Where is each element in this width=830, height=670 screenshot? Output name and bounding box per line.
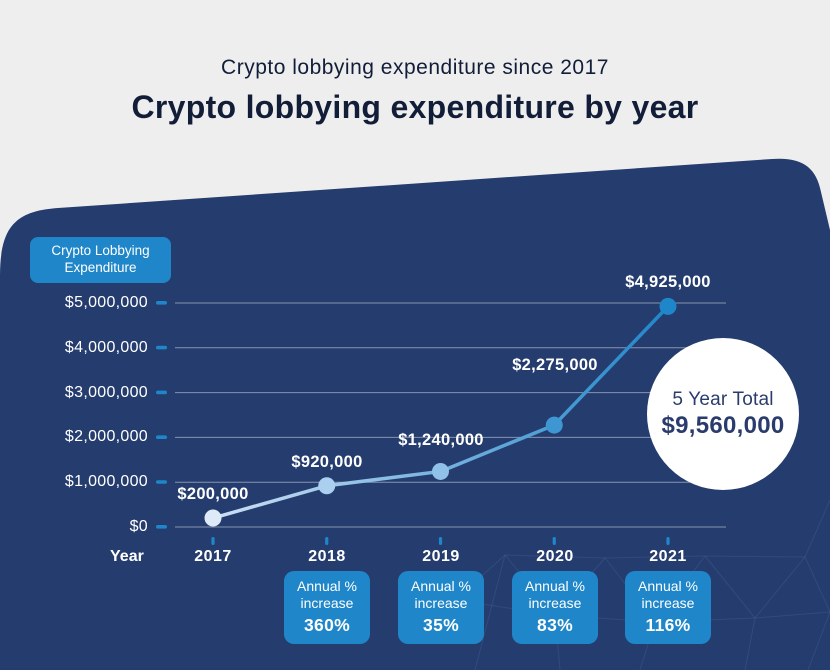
data-value-label: $1,240,000: [398, 431, 484, 449]
y-axis-label: $1,000,000: [64, 473, 148, 490]
total-callout: 5 Year Total $9,560,000: [647, 338, 799, 490]
data-point: [318, 477, 336, 495]
annual-increase-badge-2019: Annual % increase 35%: [398, 571, 484, 644]
x-tick: [325, 537, 329, 545]
badge-text: increase: [414, 594, 468, 611]
x-axis-title: Year: [110, 548, 144, 565]
badge-text: increase: [528, 594, 582, 611]
badge-text: increase: [300, 594, 354, 611]
legend-label-line1: Crypto Lobbying: [51, 243, 150, 258]
total-label: 5 Year Total: [672, 388, 774, 410]
badge-text: Annual %: [297, 578, 357, 594]
x-tick: [552, 537, 556, 545]
data-point: [432, 462, 449, 480]
x-tick: [211, 537, 215, 545]
badge-text: Annual %: [525, 578, 585, 594]
x-axis-label: 2019: [422, 548, 460, 565]
y-tick: [156, 525, 167, 529]
page-title: Crypto lobbying expenditure by year: [131, 89, 699, 125]
y-axis-label: $5,000,000: [64, 294, 148, 311]
data-value-label: $200,000: [177, 485, 249, 503]
y-tick: [156, 435, 167, 439]
data-value-label: $920,000: [291, 453, 363, 471]
x-tick: [666, 537, 670, 545]
badge-value: 35%: [423, 614, 459, 635]
y-tick: [156, 480, 167, 484]
badge-text: Annual %: [411, 578, 471, 594]
x-tick: [438, 537, 443, 545]
page-subtitle: Crypto lobbying expenditure since 2017: [221, 56, 609, 79]
x-axis-label: 2020: [536, 548, 574, 565]
badge-value: 360%: [304, 614, 350, 635]
data-value-label: $2,275,000: [512, 356, 598, 374]
y-tick: [156, 345, 167, 350]
x-axis-label: 2018: [308, 548, 346, 565]
badge-text: increase: [641, 594, 695, 611]
legend-badge: Crypto Lobbying Expenditure: [30, 237, 171, 283]
badge-text: Annual %: [638, 578, 698, 594]
page-header: Crypto lobbying expenditure since 2017 C…: [0, 0, 830, 126]
y-axis-label: $3,000,000: [64, 384, 148, 401]
legend-label-line2: Expenditure: [64, 260, 137, 276]
y-tick: [156, 301, 167, 305]
data-point: [659, 297, 677, 315]
badge-value: 83%: [537, 614, 573, 635]
total-value: $9,560,000: [661, 411, 785, 439]
badge-value: 116%: [645, 614, 691, 635]
x-axis-label: 2021: [649, 548, 687, 565]
annual-increase-badge-2018: Annual % increase 360%: [284, 571, 370, 644]
line-chart: [156, 297, 726, 545]
annual-increase-badge-2020: Annual % increase 83%: [512, 571, 598, 644]
y-tick: [156, 390, 167, 395]
data-value-label: $4,925,000: [625, 273, 711, 291]
data-point: [204, 509, 222, 527]
y-axis-label: $2,000,000: [64, 428, 148, 445]
annual-increase-badge-2021: Annual % increase 116%: [625, 571, 711, 644]
x-axis-label: 2017: [194, 548, 232, 565]
y-axis-label: $4,000,000: [64, 339, 148, 356]
y-axis-label: $0: [129, 518, 148, 535]
panel-shape: [0, 158, 830, 670]
data-point: [545, 416, 563, 434]
